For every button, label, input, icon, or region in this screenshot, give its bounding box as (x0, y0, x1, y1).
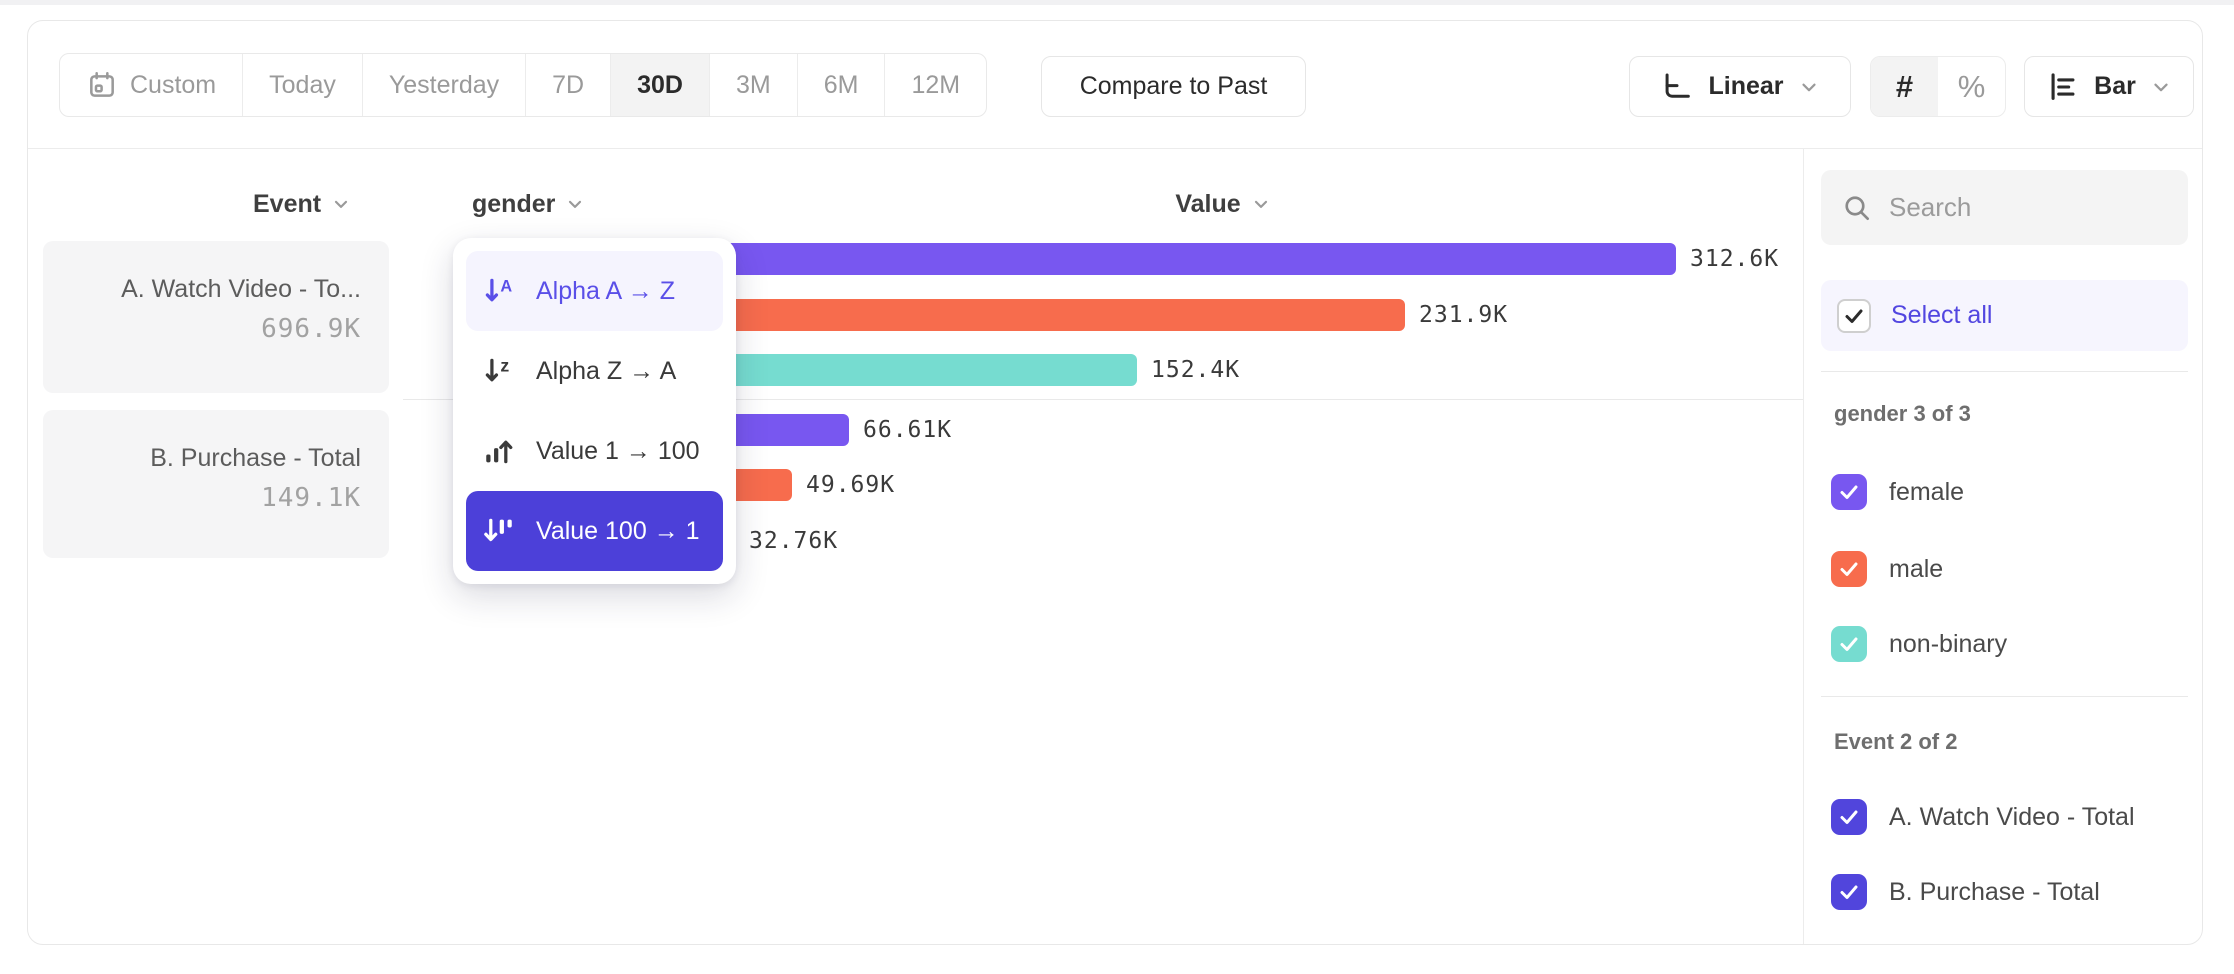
insights-report-card: Custom Today Yesterday 7D 30D 3M 6M 12M … (27, 20, 2203, 945)
check-icon (1840, 485, 1858, 499)
female-checkbox[interactable] (1831, 474, 1867, 510)
sort-option-alpha-asc[interactable]: A Alpha A → Z (466, 251, 723, 331)
event-section-title: Event 2 of 2 (1834, 729, 1958, 754)
bar-value-label: 152.4K (1151, 357, 1241, 383)
sort-option-alpha-desc[interactable]: z Alpha Z → A (466, 331, 723, 411)
search-input[interactable] (1889, 192, 2149, 223)
percent-icon: % (1957, 68, 1986, 104)
date-range-label: Custom (130, 70, 217, 99)
chevron-down-icon (1254, 200, 1267, 208)
date-range-custom[interactable]: Custom (60, 54, 244, 116)
select-all-label: Select all (1891, 301, 1993, 329)
sidebar-search[interactable] (1821, 170, 2188, 245)
watch-video-checkbox[interactable] (1831, 799, 1867, 835)
check-icon (1840, 562, 1858, 576)
non-binary-checkbox[interactable] (1831, 626, 1867, 662)
sidebar-section-divider (1821, 696, 2188, 697)
chevron-down-icon (2150, 76, 2172, 98)
compare-to-past-button[interactable]: Compare to Past (1041, 56, 1306, 117)
percent-toggle[interactable]: % (1938, 57, 2005, 116)
row-divider (403, 399, 1803, 400)
linear-axis-icon (1660, 70, 1694, 104)
chart-type-label: Bar (2094, 72, 2136, 100)
sidebar-section-divider (1821, 371, 2188, 372)
male-checkbox[interactable] (1831, 551, 1867, 587)
date-range-30d[interactable]: 30D (611, 54, 710, 116)
bar-watch-video-male[interactable] (625, 299, 1405, 331)
event-title: A. Watch Video - To... (121, 275, 361, 303)
column-header-gender[interactable]: gender (472, 189, 585, 219)
calendar-icon (86, 69, 118, 101)
chevron-down-icon (335, 200, 348, 208)
filter-option-purchase[interactable]: B. Purchase - Total (1831, 874, 2100, 910)
event-total: 696.9K (261, 314, 361, 344)
search-icon (1841, 192, 1873, 224)
sort-option-value-desc[interactable]: Value 100 → 1 (466, 491, 723, 571)
check-icon (1845, 309, 1863, 323)
page-top-strip (0, 0, 2234, 5)
sort-value-asc-icon (482, 434, 516, 468)
sort-dropdown-menu: A Alpha A → Z z Alpha Z → A (453, 238, 736, 584)
filter-option-male[interactable]: male (1831, 551, 1943, 587)
sort-alpha-desc-icon: z (482, 354, 516, 388)
event-row-card-a[interactable]: A. Watch Video - To... 696.9K (43, 241, 389, 393)
column-header-value[interactable]: Value (1158, 189, 1288, 219)
bar-value-label: 312.6K (1690, 246, 1780, 272)
bar-watch-video-female[interactable] (625, 243, 1676, 275)
date-range-7d[interactable]: 7D (526, 54, 612, 116)
gender-section-title: gender 3 of 3 (1834, 401, 1971, 426)
bar-chart-icon (2046, 70, 2080, 104)
svg-text:A: A (500, 278, 512, 296)
filter-option-female[interactable]: female (1831, 474, 1964, 510)
date-range-12m[interactable]: 12M (911, 70, 961, 99)
event-row-card-b[interactable]: B. Purchase - Total 149.1K (43, 410, 389, 558)
number-format-toggle: # % (1870, 56, 2006, 117)
date-range-6m[interactable]: 6M (798, 54, 886, 116)
filter-option-watch-video[interactable]: A. Watch Video - Total (1831, 799, 2135, 835)
chevron-down-icon (1798, 76, 1820, 98)
date-range-today[interactable]: Today (243, 54, 363, 116)
bar-value-label: 66.61K (863, 417, 953, 443)
absolute-numbers-toggle[interactable]: # (1871, 57, 1938, 116)
bar-value-label: 32.76K (749, 528, 839, 554)
bar-value-label: 231.9K (1419, 302, 1509, 328)
event-title: B. Purchase - Total (150, 444, 361, 472)
check-icon (1840, 885, 1858, 899)
hash-icon: # (1895, 68, 1914, 104)
toolbar: Custom Today Yesterday 7D 30D 3M 6M 12M … (28, 21, 2202, 149)
purchase-checkbox[interactable] (1831, 874, 1867, 910)
sidebar-divider (1803, 149, 1804, 944)
chevron-down-icon (569, 200, 582, 208)
filter-option-non-binary[interactable]: non-binary (1831, 626, 2007, 662)
chart-type-button[interactable]: Bar (2024, 56, 2194, 117)
bar-value-label: 49.69K (806, 472, 896, 498)
event-total: 149.1K (261, 483, 361, 513)
scale-selector-button[interactable]: Linear (1629, 56, 1851, 117)
sort-value-desc-icon (482, 514, 516, 548)
select-all-checkbox[interactable] (1837, 298, 1871, 333)
scale-label: Linear (1708, 72, 1784, 100)
svg-text:z: z (500, 356, 509, 376)
check-icon (1840, 637, 1858, 651)
sort-option-value-asc[interactable]: Value 1 → 100 (466, 411, 723, 491)
check-icon (1840, 810, 1858, 824)
select-all-row[interactable]: Select all (1821, 280, 2188, 351)
date-range-3m[interactable]: 3M (710, 54, 798, 116)
column-header-event[interactable]: Event (253, 189, 351, 219)
sort-alpha-asc-icon: A (482, 274, 516, 308)
date-range-group: Custom Today Yesterday 7D 30D 3M 6M 12M (59, 53, 988, 117)
date-range-yesterday[interactable]: Yesterday (363, 54, 527, 116)
